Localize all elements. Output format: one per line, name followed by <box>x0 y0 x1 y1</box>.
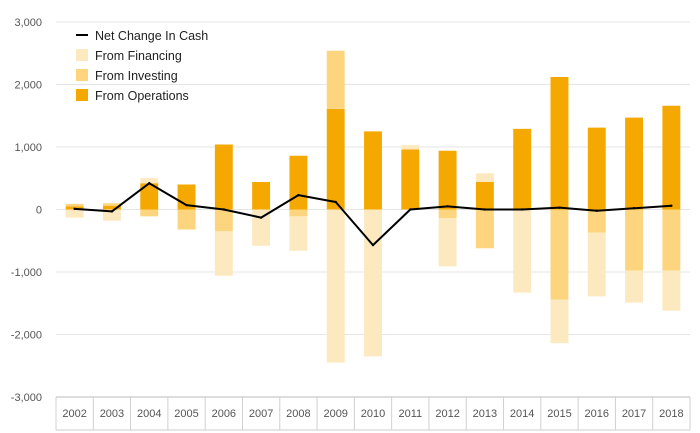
net-change-point <box>632 207 636 210</box>
y-tick-label: 0 <box>36 205 42 217</box>
bar-from-investing <box>438 209 457 219</box>
bar-from-financing <box>662 270 681 311</box>
bar-from-investing <box>177 209 196 230</box>
y-tick-label: 1,000 <box>14 142 42 154</box>
x-tick-label: 2015 <box>547 408 571 420</box>
net-change-point <box>483 208 487 211</box>
bar-from-financing <box>475 173 494 182</box>
net-change-line-layer <box>73 182 673 247</box>
bar-from-operations <box>364 131 382 210</box>
net-change-point <box>110 210 114 213</box>
bar-from-investing <box>550 209 569 300</box>
bar-from-financing <box>625 270 644 303</box>
legend-label: From Operations <box>95 89 189 103</box>
x-tick-label: 2005 <box>174 408 198 420</box>
bar-from-financing <box>401 145 420 150</box>
x-tick-label: 2010 <box>361 408 385 420</box>
net-change-point <box>185 203 188 207</box>
bar-from-investing <box>662 209 681 271</box>
bar-from-operations <box>625 117 644 210</box>
net-change-point <box>371 243 375 247</box>
bar-from-financing <box>587 232 606 297</box>
net-change-point <box>334 200 337 204</box>
bar-from-financing <box>102 209 121 221</box>
bar-from-financing <box>438 218 457 267</box>
bar-from-investing <box>475 209 494 249</box>
y-tick-label: 3,000 <box>14 17 42 29</box>
bar-from-financing <box>214 231 233 276</box>
x-tick-label: 2002 <box>62 408 86 420</box>
y-tick-label: -3,000 <box>11 392 42 404</box>
legend-swatch <box>76 89 88 101</box>
bar-from-financing <box>326 209 345 363</box>
bar-from-operations <box>214 144 233 210</box>
net-change-point <box>259 216 263 219</box>
x-tick-label: 2018 <box>659 408 683 420</box>
net-change-point <box>670 204 673 207</box>
bar-from-investing <box>140 209 159 217</box>
net-change-point <box>148 182 151 185</box>
bar-from-investing <box>625 209 644 271</box>
bar-from-operations <box>289 155 308 210</box>
legend-swatch <box>76 49 88 61</box>
x-tick-label: 2008 <box>286 408 310 420</box>
x-tick-label: 2007 <box>249 408 273 420</box>
bar-from-investing <box>587 209 606 233</box>
x-tick-label: 2011 <box>398 408 422 420</box>
bar-from-financing <box>364 209 382 357</box>
bar-from-financing <box>252 209 271 246</box>
x-tick-label: 2004 <box>137 408 161 420</box>
net-change-point <box>595 209 598 212</box>
x-tick-label: 2013 <box>473 408 497 420</box>
bar-from-operations <box>475 182 494 210</box>
bar-from-financing <box>65 209 84 218</box>
net-change-point <box>558 206 561 209</box>
legend: Net Change In Cash From Financing From Inv… <box>76 29 208 103</box>
net-change-point <box>520 208 524 211</box>
bar-from-operations <box>401 149 420 210</box>
bar-from-financing <box>140 178 159 184</box>
x-tick-label: 2016 <box>585 408 609 420</box>
y-axis-ticks: -3,000 -2,000 -1,000 0 1,000 2,000 3,000 <box>11 17 42 404</box>
bar-from-operations <box>662 105 681 210</box>
legend-label: Net Change In Cash <box>95 29 208 43</box>
x-tick-label: 2017 <box>622 408 646 420</box>
net-change-point <box>73 207 76 211</box>
x-tick-label: 2012 <box>435 408 459 420</box>
legend-label: From Financing <box>95 49 182 63</box>
bar-from-operations <box>326 108 345 210</box>
bar-from-investing <box>65 203 84 207</box>
bar-from-operations <box>102 205 121 210</box>
y-tick-label: -1,000 <box>11 267 42 279</box>
bar-from-investing <box>326 50 345 109</box>
bar-from-operations <box>252 182 271 210</box>
bar-from-operations <box>587 127 606 210</box>
net-change-point <box>297 193 300 197</box>
net-change-point <box>409 208 412 211</box>
y-tick-label: 2,000 <box>14 80 42 92</box>
net-change-point <box>222 208 226 211</box>
x-tick-label: 2009 <box>323 408 347 420</box>
bar-from-operations <box>550 77 569 210</box>
net-change-point <box>446 205 449 208</box>
y-tick-label: -2,000 <box>11 330 42 342</box>
x-tick-label: 2014 <box>510 408 534 420</box>
bar-from-operations <box>438 150 457 210</box>
bar-from-financing <box>289 216 308 251</box>
bar-from-investing <box>289 209 308 217</box>
bar-from-investing <box>102 203 121 206</box>
bar-from-financing <box>550 299 569 344</box>
bar-from-investing <box>214 209 233 232</box>
bar-from-operations <box>513 128 532 210</box>
bar-from-operations <box>140 183 159 210</box>
bar-from-financing <box>513 209 532 293</box>
x-axis: 2002 2003 2004 2005 2006 2007 2008 2009 2010 2011… <box>55 396 691 431</box>
legend-swatch <box>76 69 88 81</box>
legend-label: From Investing <box>95 69 178 83</box>
x-tick-label: 2006 <box>212 408 236 420</box>
x-tick-label: 2003 <box>100 408 124 420</box>
